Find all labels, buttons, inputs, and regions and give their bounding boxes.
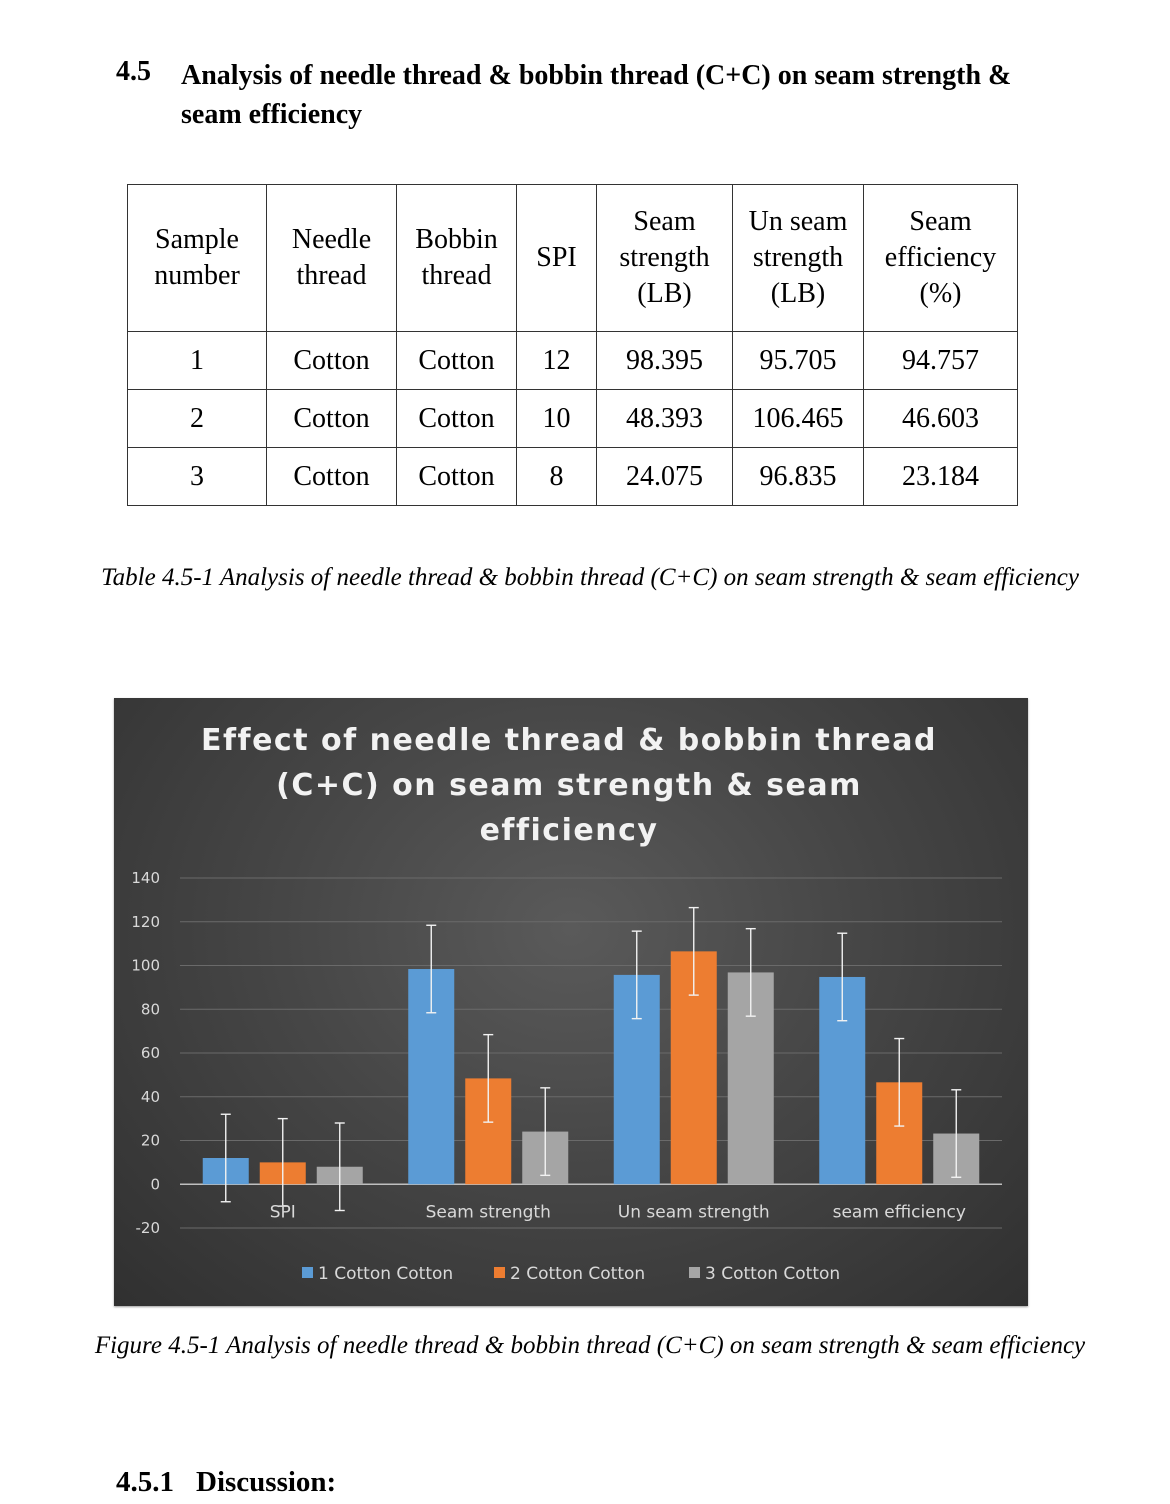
table-cell: Cotton [266,331,397,390]
table-cell: 98.395 [596,331,733,390]
y-tick-label: 60 [141,1044,160,1062]
chart-plot: -20 0 20 40 60 80 100 120 140 SPI Seam strength Un … [131,869,1002,1284]
table-cell: 12 [516,331,597,390]
table-cell: 106.465 [732,389,864,448]
y-tick-label: 0 [150,1175,160,1193]
col-header: Needle thread [266,184,397,332]
category-label: Seam strength [426,1202,551,1222]
table-cell: 24.075 [596,447,733,506]
legend-swatch [689,1267,700,1278]
table-cell: 2 [127,389,267,448]
y-tick-label: 20 [141,1132,160,1150]
col-header: SPI [516,184,597,332]
y-tick-label: 100 [131,957,160,975]
table-row: 3 Cotton Cotton 8 24.075 96.835 23.184 [127,447,1018,506]
y-tick-label: 140 [131,869,160,887]
legend-swatch [302,1267,313,1278]
y-tick-label: 40 [141,1088,160,1106]
category-label: SPI [270,1202,296,1222]
table-cell: 3 [127,447,267,506]
subsection-number: 4.5.1 [116,1466,174,1498]
y-tick-label: 80 [141,1000,160,1018]
table-cell: 8 [516,447,597,506]
table-cell: 94.757 [863,331,1018,390]
legend-label: 3 Cotton Cotton [705,1264,840,1284]
legend-label: 1 Cotton Cotton [318,1264,453,1284]
table-cell: 48.393 [596,389,733,448]
legend-label: 2 Cotton Cotton [510,1264,645,1284]
table-cell: Cotton [396,447,517,506]
table-cell: 10 [516,389,597,448]
y-tick-label: -20 [136,1219,161,1237]
bar-chart: Effect of needle thread & bobbin thread … [114,698,1028,1306]
section-title: Analysis of needle thread & bobbin threa… [181,60,1012,130]
table-cell: 1 [127,331,267,390]
table-cell: 95.705 [732,331,864,390]
y-tick-label: 120 [131,913,160,931]
table-cell: Cotton [266,389,397,448]
col-header: Seam strength (LB) [596,184,733,332]
figure-caption: Figure 4.5-1 Analysis of needle thread &… [94,1332,1086,1359]
section-number: 4.5 [116,56,151,87]
col-header: Bobbin thread [396,184,517,332]
table-cell: 46.603 [863,389,1018,448]
legend-swatch [494,1267,505,1278]
col-header: Sample number [127,184,267,332]
table-row: 2 Cotton Cotton 10 48.393 106.465 46.603 [127,389,1018,448]
table-cell: Cotton [266,447,397,506]
category-label: seam efficiency [833,1202,966,1222]
results-table: Sample number Needle thread Bobbin threa… [127,184,1018,506]
category-label: Un seam strength [618,1202,770,1222]
table-cell: Cotton [396,389,517,448]
col-header: Un seam strength (LB) [732,184,864,332]
table-cell: 96.835 [732,447,864,506]
col-header: Seam efficiency (%) [863,184,1018,332]
table-cell: 23.184 [863,447,1018,506]
table-caption: Table 4.5-1 Analysis of needle thread & … [101,564,1079,591]
table-header-row: Sample number Needle thread Bobbin threa… [127,184,1018,332]
subsection-title: Discussion: [196,1466,337,1498]
subsection-heading: 4.5.1 Discussion: [116,1466,336,1499]
chart-title: Effect of needle thread & bobbin thread … [200,723,937,848]
table-row: 1 Cotton Cotton 12 98.395 95.705 94.757 [127,331,1018,390]
table-cell: Cotton [396,331,517,390]
